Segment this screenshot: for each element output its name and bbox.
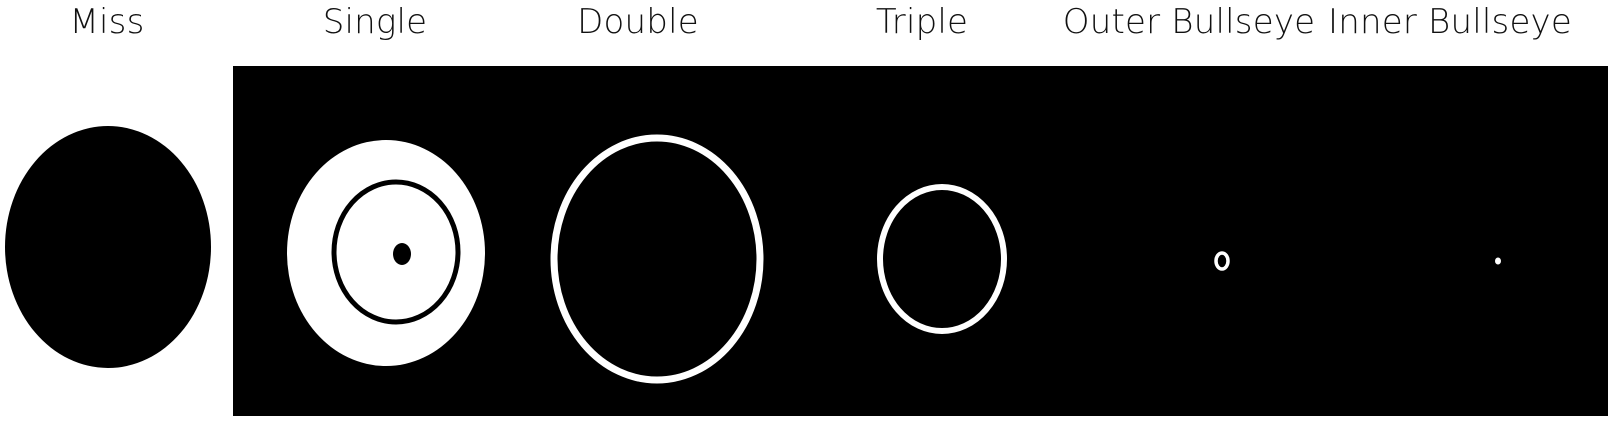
- miss-mask-region: [5, 126, 211, 368]
- single-outer-area: [287, 140, 485, 366]
- triple-ring: [877, 184, 1007, 334]
- inner-bullseye-dot: [1495, 257, 1501, 265]
- label-triple: Triple: [875, 2, 969, 42]
- outer-bullseye-ring: [1214, 251, 1230, 271]
- label-single: Single: [322, 2, 428, 42]
- label-miss: Miss: [69, 2, 145, 42]
- single-mask-region: [287, 140, 485, 366]
- label-double: Double: [577, 2, 699, 42]
- double-ring: [550, 134, 764, 384]
- single-triple-ring-gap: [331, 179, 461, 325]
- label-inner-bullseye: Inner Bullseye: [1327, 2, 1573, 42]
- single-bull-gap: [393, 243, 411, 265]
- label-outer-bullseye: Outer Bullseye: [1062, 2, 1316, 42]
